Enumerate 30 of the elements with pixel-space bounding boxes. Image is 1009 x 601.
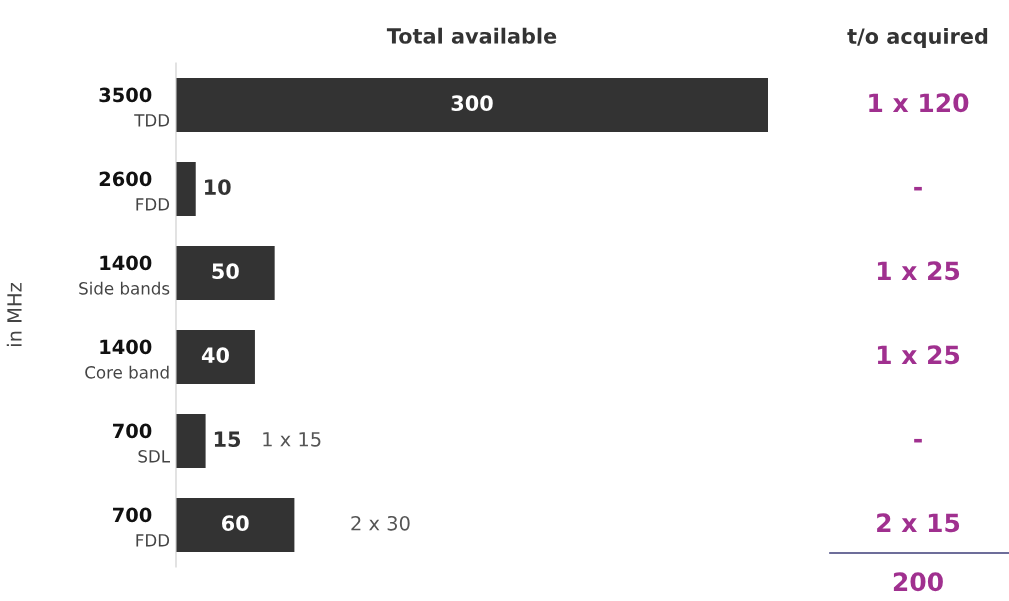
y-axis-title: in MHz	[6, 283, 22, 346]
text: 1 x 25	[877, 261, 960, 281]
y-tick-label: 1400 Core band	[85, 339, 169, 379]
bar	[176, 78, 768, 132]
text: 2 x 15	[877, 513, 960, 533]
bar	[176, 414, 206, 468]
y-tick-label: 700 SDL	[113, 423, 170, 463]
data-label: 60	[222, 515, 249, 532]
bar	[176, 162, 196, 216]
text: 200	[893, 572, 943, 592]
bar	[176, 498, 295, 552]
y-tick-label: 1400 Side bands	[79, 255, 170, 295]
y-tick-label: 2600 FDD	[99, 171, 170, 211]
bar	[176, 246, 275, 300]
data-label: 15	[214, 431, 241, 448]
data-label: 40	[201, 347, 229, 364]
data-label: 50	[212, 263, 239, 280]
y-tick-label: 700 FDD	[113, 507, 170, 547]
bar	[176, 330, 255, 384]
chart-title: Total available	[386, 27, 557, 44]
data-label: 300	[451, 95, 493, 112]
text: 1 x 25	[877, 345, 960, 365]
data-label: 10	[205, 179, 231, 196]
annotation: 2 x 30	[351, 515, 410, 531]
text: 1 x 120	[869, 93, 969, 113]
text: t/o acquired	[847, 27, 988, 49]
text: -	[914, 186, 922, 191]
annotation: 1 x 15	[263, 432, 321, 447]
y-tick-label: 3500 TDD	[99, 87, 170, 127]
text: -	[914, 438, 922, 443]
